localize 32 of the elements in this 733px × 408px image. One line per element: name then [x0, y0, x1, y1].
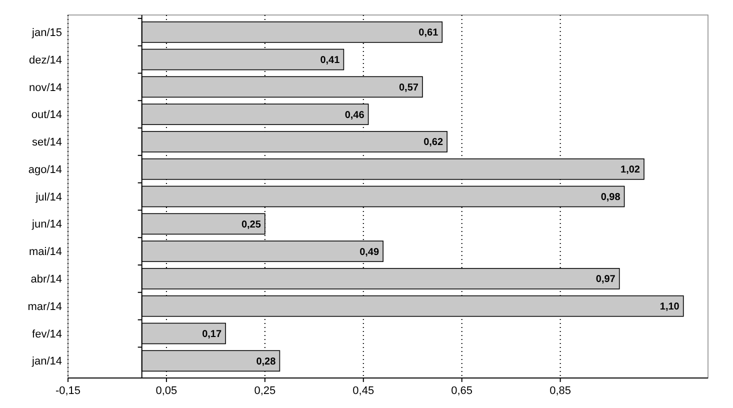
y-tick-label: dez/14	[28, 54, 62, 66]
y-tick-label: out/14	[31, 109, 62, 122]
x-tick-label: 0,45	[352, 385, 374, 397]
data-label: 1,02	[620, 164, 640, 176]
y-tick-label: abr/14	[30, 274, 62, 286]
data-label: 0,41	[320, 55, 340, 66]
data-label: 0,17	[202, 328, 222, 340]
data-label: 0,62	[424, 137, 444, 148]
data-label: 0,46	[344, 110, 365, 121]
x-tick-label: -0,15	[55, 385, 81, 397]
y-tick-label: ago/14	[28, 164, 62, 176]
x-tick-label: 0,25	[254, 385, 276, 397]
y-tick-label: mar/14	[28, 300, 62, 313]
x-tick-label: 0,65	[451, 385, 473, 397]
x-tick-label: 0,05	[156, 385, 178, 397]
data-label: 0,61	[418, 28, 439, 39]
y-tick-label: set/14	[32, 136, 62, 149]
y-tick-label: fev/14	[32, 328, 62, 340]
data-label: 0,49	[360, 246, 380, 258]
data-label: 1,10	[660, 302, 680, 313]
x-tick-label: 0,85	[550, 385, 572, 397]
data-label: 0,97	[596, 274, 616, 286]
y-tick-label: jan/15	[31, 26, 62, 39]
data-label: 0,98	[600, 192, 621, 203]
data-label: 0,25	[241, 219, 262, 230]
y-tick-label: nov/14	[28, 82, 62, 94]
data-label: 0,28	[256, 356, 276, 368]
y-tick-label: mai/14	[28, 246, 62, 258]
y-tick-label: jun/14	[31, 218, 62, 231]
y-tick-label: jul/14	[34, 191, 62, 204]
data-label: 0,57	[398, 82, 419, 94]
y-tick-label: jan/14	[31, 356, 62, 368]
